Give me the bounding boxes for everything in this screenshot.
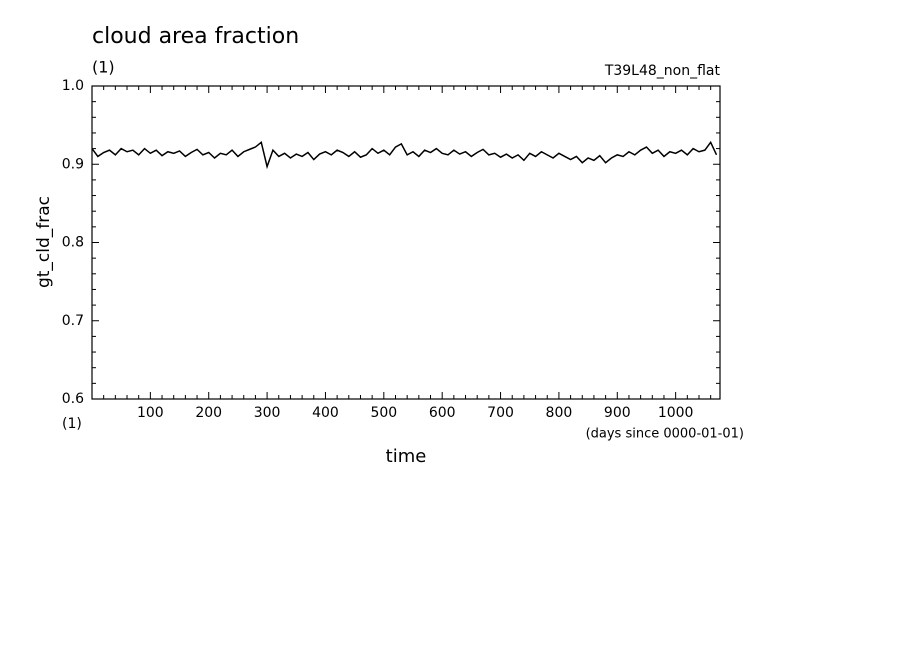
x-tick-label: 700 — [487, 405, 514, 421]
chart-title: cloud area fraction — [92, 24, 299, 49]
y-axis-label: gt_cld_frac — [34, 196, 54, 288]
subtitle: (1) — [92, 58, 115, 77]
x-unit-label: (1) — [62, 416, 82, 432]
x-tick-label: 1000 — [658, 405, 694, 421]
x-axis-label: time — [386, 446, 427, 467]
x-tick-label: 900 — [604, 405, 631, 421]
plot-frame — [91, 85, 721, 400]
x-axis-note: (days since 0000-01-01) — [586, 427, 744, 442]
y-tick-label: 1.0 — [62, 78, 84, 94]
y-tick-label: 0.9 — [62, 156, 84, 172]
annotation: T39L48_non_flat — [604, 63, 721, 79]
x-tick-label: 300 — [254, 405, 281, 421]
x-tick-label: 500 — [370, 405, 397, 421]
x-tick-label: 100 — [137, 405, 164, 421]
y-tick-label: 0.6 — [62, 391, 84, 407]
y-tick-label: 0.7 — [62, 313, 84, 329]
data-line — [91, 140, 718, 170]
y-tick-label: 0.8 — [62, 235, 84, 251]
x-tick-label: 800 — [546, 405, 573, 421]
x-tick-label: 600 — [429, 405, 456, 421]
x-tick-label: 400 — [312, 405, 339, 421]
x-tick-label: 200 — [195, 405, 222, 421]
